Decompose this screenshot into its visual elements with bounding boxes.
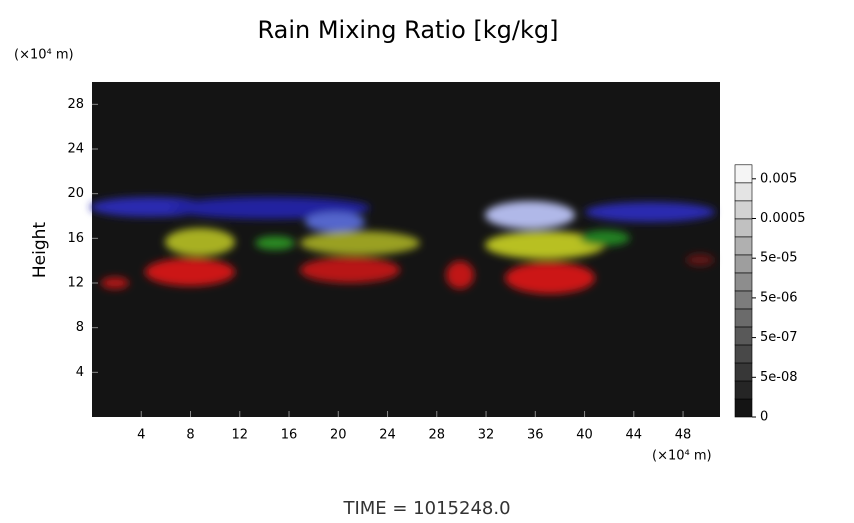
chart-title: Rain Mixing Ratio [kg/kg] <box>257 16 558 44</box>
colorbar-segment <box>734 254 753 274</box>
x-tick-label: 24 <box>379 428 396 443</box>
x-unit: (×10⁴ m) <box>652 449 712 464</box>
colorbar-segment <box>734 272 753 292</box>
y-tick-label: 16 <box>67 231 84 246</box>
x-tick-label: 8 <box>186 428 194 443</box>
colorbar-label: 0.0005 <box>760 211 806 226</box>
colorbar-segment <box>734 398 753 418</box>
colorbar-segment <box>734 308 753 328</box>
blob <box>300 257 400 283</box>
field <box>90 197 715 294</box>
y-unit: (×10⁴ m) <box>14 48 74 63</box>
colorbar-segment <box>734 182 753 202</box>
blob <box>580 230 630 246</box>
colorbar-label: 5e-08 <box>760 370 798 385</box>
blob <box>145 258 235 286</box>
blob <box>300 231 420 255</box>
colorbar-segment <box>734 326 753 346</box>
colorbar-segment <box>734 200 753 220</box>
y-tick-label: 28 <box>67 97 84 112</box>
blob <box>485 231 605 259</box>
x-tick-label: 20 <box>330 428 347 443</box>
footer: TIME = 1015248.0 <box>342 498 510 519</box>
x-tick-label: 28 <box>429 428 446 443</box>
colorbar-label: 5e-07 <box>760 330 798 345</box>
y-tick-label: 24 <box>67 142 84 157</box>
x-tick-label: 32 <box>478 428 495 443</box>
colorbar-segment <box>734 218 753 238</box>
colorbar-segment <box>734 362 753 382</box>
colorbar-segment <box>734 236 753 256</box>
x-tick-label: 40 <box>576 428 593 443</box>
blob <box>585 202 715 222</box>
blob <box>686 254 714 266</box>
blob <box>305 212 365 232</box>
y-tick-label: 4 <box>76 365 84 380</box>
blob <box>446 261 474 289</box>
x-tick-label: 48 <box>675 428 692 443</box>
colorbar-label: 5e-05 <box>760 251 798 266</box>
x-tick-label: 36 <box>527 428 544 443</box>
blob <box>165 228 235 256</box>
x-tick-label: 12 <box>231 428 248 443</box>
colorbar-segment <box>734 344 753 364</box>
y-tick-label: 12 <box>67 276 84 291</box>
blob <box>505 262 595 294</box>
y-axis-label: Height <box>30 222 50 279</box>
colorbar-label: 0.005 <box>760 171 797 186</box>
colorbar-segment <box>734 164 753 184</box>
x-tick-label: 4 <box>137 428 145 443</box>
colorbar-label: 5e-06 <box>760 290 798 305</box>
y-tick-label: 20 <box>67 186 84 201</box>
blob <box>485 201 575 229</box>
blob <box>101 277 129 289</box>
x-tick-label: 16 <box>281 428 298 443</box>
colorbar-segment <box>734 290 753 310</box>
blob <box>255 236 295 250</box>
y-tick-label: 8 <box>76 320 84 335</box>
colorbar: 0.005 0.0005 5e-05 5e-06 5e-07 5e-08 0 <box>734 164 806 425</box>
colorbar-label: 0 <box>760 410 768 425</box>
colorbar-segment <box>734 380 753 400</box>
x-tick-label: 44 <box>626 428 643 443</box>
